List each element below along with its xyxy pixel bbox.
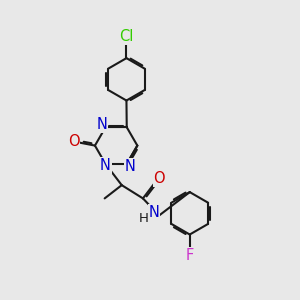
Text: N: N [125, 159, 136, 174]
Text: O: O [153, 171, 165, 186]
Text: F: F [186, 248, 194, 263]
Text: N: N [97, 117, 107, 132]
Text: Cl: Cl [119, 29, 134, 44]
Text: H: H [139, 212, 149, 225]
Text: O: O [68, 134, 80, 149]
Text: N: N [100, 158, 111, 173]
Text: N: N [148, 205, 159, 220]
